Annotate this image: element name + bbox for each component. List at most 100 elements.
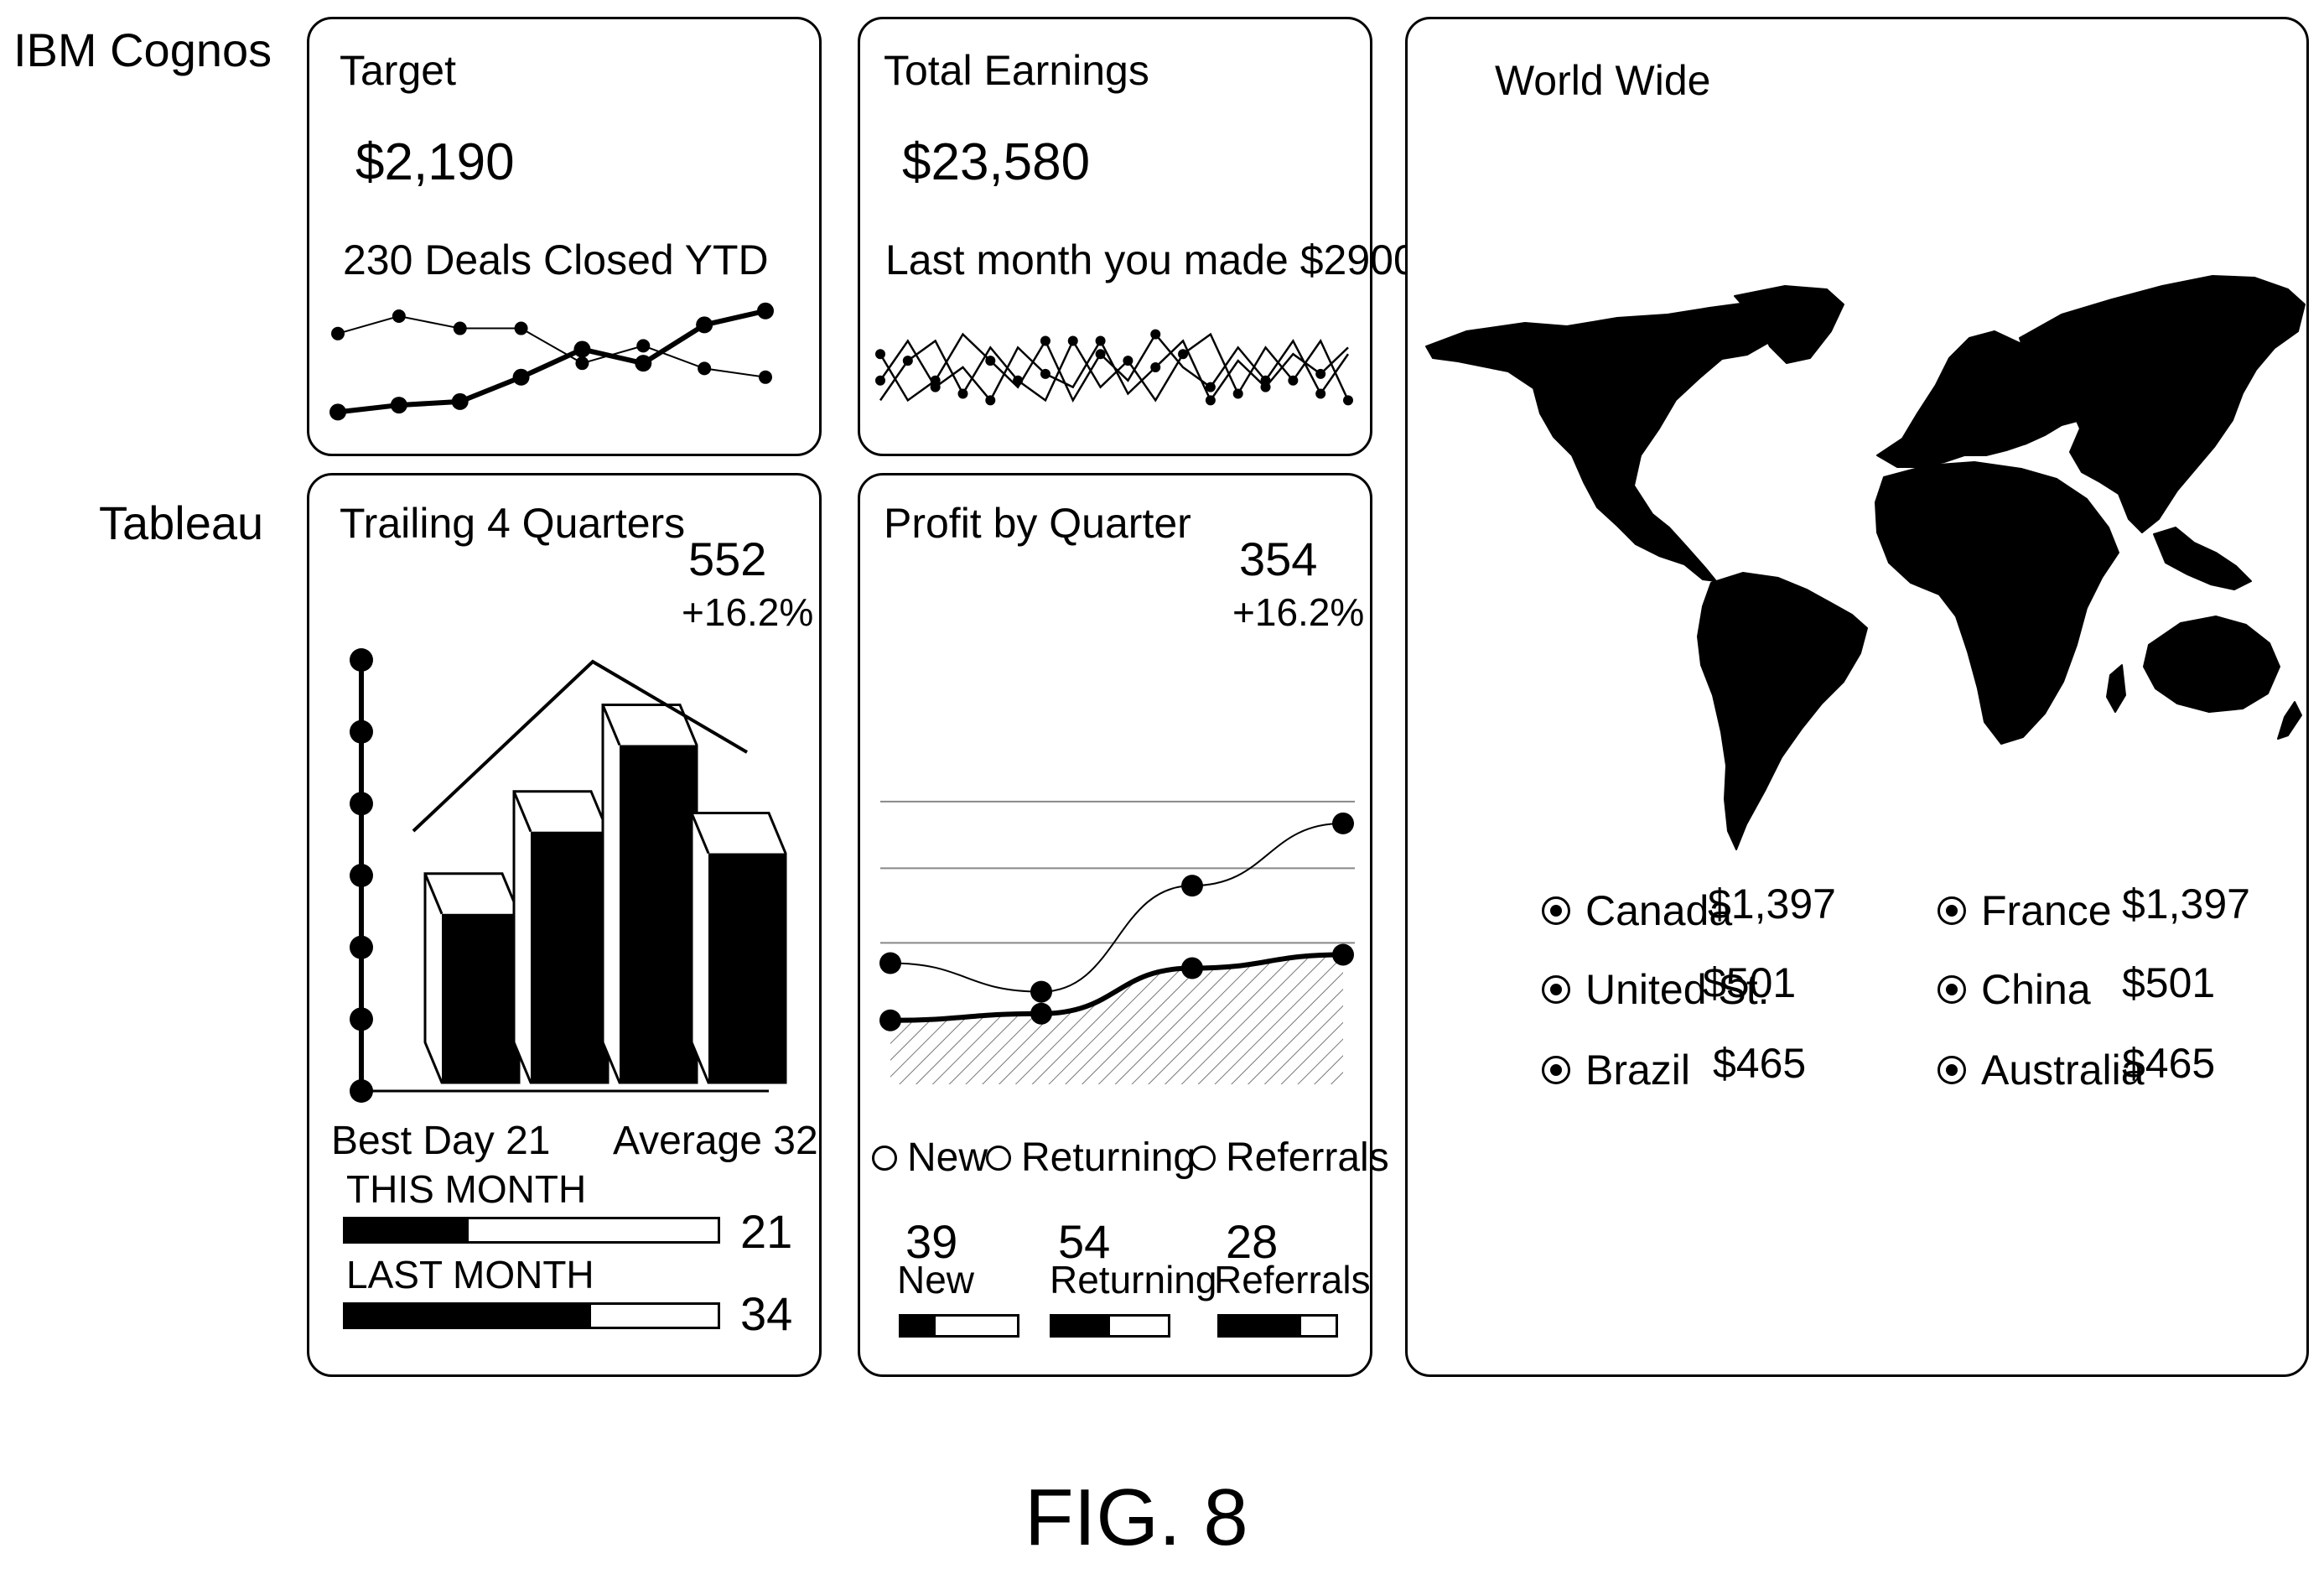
asia-shape (2019, 275, 2306, 533)
earnings-series3-point (1315, 368, 1326, 379)
trailing-axis-tick (350, 1079, 373, 1103)
earnings-title: Total Earnings (884, 47, 1149, 94)
country-item: China (1938, 965, 2091, 1014)
new-zealand-shape (2277, 701, 2302, 740)
country-amount: $1,397 (1708, 881, 1836, 927)
trailing-panel: Trailing 4 Quarters 552 +16.2% Best Day … (307, 473, 822, 1377)
target-subtitle: 230 Deals Closed YTD (343, 236, 769, 283)
trailing-bar-edge (601, 704, 621, 746)
profit-title: Profit by Quarter (884, 500, 1191, 547)
radio-selected-icon (1938, 1056, 1966, 1084)
target-panel: Target $2,190 230 Deals Closed YTD (307, 17, 822, 456)
country-name: China (1981, 966, 2091, 1013)
country-name: Australia (1981, 1047, 2145, 1094)
legend-circle-icon (1191, 1145, 1216, 1171)
radio-selected-icon (1938, 975, 1966, 1004)
trailing-change: +16.2% (682, 590, 814, 634)
earnings-series2-point (1067, 335, 1078, 346)
average-label: Average 32 (613, 1119, 818, 1163)
earnings-series3-point (1150, 362, 1161, 372)
trailing-axis-tick (350, 720, 373, 744)
target-amount: $2,190 (355, 133, 515, 191)
earnings-series1-point (985, 356, 996, 366)
this-month-label: THIS MONTH (346, 1167, 587, 1211)
country-name: United St. (1585, 966, 1770, 1013)
country-item: Australia (1938, 1046, 2145, 1094)
trailing-title: Trailing 4 Quarters (340, 500, 686, 547)
target-title: Target (340, 47, 456, 94)
profit-legend-label: New (907, 1135, 988, 1180)
earnings-series1-point (1205, 382, 1216, 392)
radio-selected-icon (1542, 896, 1570, 925)
earnings-series1-point (1095, 349, 1106, 360)
madagascar-shape (2106, 664, 2126, 713)
earnings-series3-point (1205, 395, 1216, 406)
earnings-series2-point (1178, 349, 1189, 360)
target-series2-point (514, 321, 528, 335)
country-name: France (1981, 887, 2112, 934)
australia-shape (2143, 616, 2280, 713)
world-map (1425, 275, 2306, 850)
country-item: United St. (1542, 965, 1770, 1014)
target-series2-point (392, 309, 406, 323)
world-panel: World Wide Canada $1,397 United St. $501 Bra… (1405, 17, 2309, 1377)
target-series1-point (451, 392, 469, 410)
target-series2-point (575, 356, 589, 371)
earnings-panel: Total Earnings $23,580 Last month you ma… (858, 17, 1417, 456)
this-month-value: 21 (740, 1205, 793, 1258)
trailing-bar-chart (350, 648, 787, 1103)
trailing-bar (620, 745, 697, 1083)
earnings-series2-point (1232, 388, 1243, 399)
ibm-cognos-label: IBM Cognos (13, 23, 272, 76)
trailing-axis-tick (350, 935, 373, 959)
profit-legend-label: Referrals (1226, 1135, 1389, 1180)
trailing-value: 552 (688, 533, 767, 585)
last-month-value: 34 (740, 1287, 793, 1340)
earnings-subtitle: Last month you made $2900 (885, 236, 1417, 283)
country-name: Brazil (1585, 1047, 1691, 1094)
earnings-series3-point (1095, 335, 1106, 346)
trailing-bar-edge (690, 812, 710, 855)
profit-stat-progress (899, 1314, 1019, 1338)
trailing-axis-tick (350, 648, 373, 672)
trailing-bar-edge (423, 873, 444, 915)
target-series1-point (390, 397, 407, 414)
last-month-label: LAST MONTH (346, 1253, 594, 1296)
country-amount: $1,397 (2122, 881, 2250, 927)
target-series1-point (329, 403, 346, 421)
earnings-series2-point (1288, 375, 1299, 386)
greenland-shape (1734, 285, 1844, 364)
profit-series2-point (1332, 812, 1354, 834)
earnings-series2-point (1123, 356, 1133, 366)
profit-stat-progress-fill (1220, 1317, 1301, 1335)
target-series2-point (453, 321, 467, 335)
target-series1-point (757, 302, 774, 320)
earnings-series3-point (875, 375, 885, 386)
last-month-progress (343, 1302, 720, 1329)
profit-legend-item: Referrals (1191, 1135, 1389, 1181)
profit-stat-progress-fill (1052, 1317, 1110, 1335)
profit-legend-label: Returning (1021, 1135, 1196, 1180)
trailing-bar-edge (512, 791, 532, 833)
earnings-series1-point (1040, 335, 1050, 346)
world-title: World Wide (1495, 57, 1711, 104)
profit-stat-label: Referrals (1214, 1258, 1371, 1301)
profit-stat-progress-fill (901, 1317, 936, 1335)
target-series1-point (512, 368, 530, 386)
profit-stat-value: 28 (1226, 1215, 1279, 1268)
figure-caption: FIG. 8 (1025, 1473, 1248, 1562)
profit-legend-item: New (872, 1135, 988, 1181)
trailing-axis-tick (350, 792, 373, 816)
radio-selected-icon (1542, 1056, 1570, 1084)
tableau-label: Tableau (99, 496, 264, 549)
earnings-series3-point (930, 382, 941, 392)
trailing-axis-tick (350, 864, 373, 887)
profit-series1-point (1181, 957, 1203, 979)
earnings-series1-point (1150, 329, 1161, 340)
trailing-axis-tick (350, 1007, 373, 1031)
profit-legend-item: Returning (986, 1135, 1196, 1181)
country-name: Canada (1585, 887, 1733, 934)
country-amount: $465 (2122, 1040, 2216, 1087)
earnings-series3-point (1260, 382, 1271, 392)
target-series1-point (573, 340, 591, 358)
